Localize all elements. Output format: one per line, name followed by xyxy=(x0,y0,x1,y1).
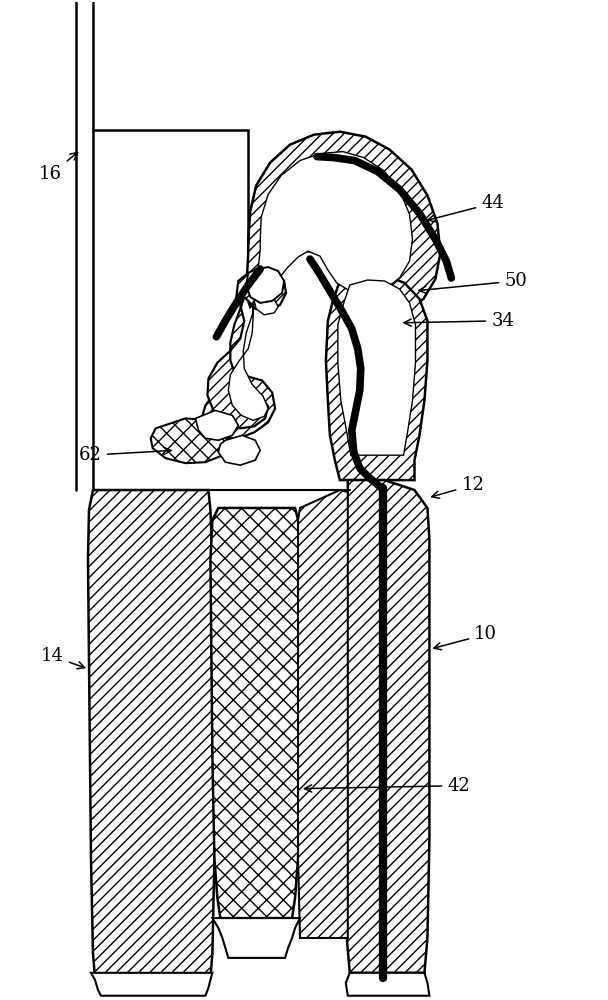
Text: 34: 34 xyxy=(404,312,514,330)
Polygon shape xyxy=(212,918,300,958)
Polygon shape xyxy=(210,508,300,918)
Polygon shape xyxy=(88,490,215,978)
Polygon shape xyxy=(256,152,412,301)
Polygon shape xyxy=(338,280,415,455)
Polygon shape xyxy=(91,973,212,996)
Polygon shape xyxy=(151,418,229,463)
Text: 14: 14 xyxy=(41,647,85,669)
Polygon shape xyxy=(196,410,238,440)
Text: 62: 62 xyxy=(79,446,171,464)
Polygon shape xyxy=(207,269,286,428)
Polygon shape xyxy=(218,435,260,465)
Text: 44: 44 xyxy=(428,194,504,222)
Text: 10: 10 xyxy=(434,625,497,650)
Polygon shape xyxy=(338,480,429,973)
Text: 42: 42 xyxy=(305,777,470,795)
Polygon shape xyxy=(346,973,429,996)
Polygon shape xyxy=(298,490,348,938)
Text: 16: 16 xyxy=(39,152,78,183)
Polygon shape xyxy=(326,274,427,480)
Polygon shape xyxy=(246,267,284,303)
Polygon shape xyxy=(246,132,440,317)
Polygon shape xyxy=(201,377,275,438)
Text: 50: 50 xyxy=(419,272,527,293)
Text: 12: 12 xyxy=(432,476,484,498)
Polygon shape xyxy=(229,295,278,420)
